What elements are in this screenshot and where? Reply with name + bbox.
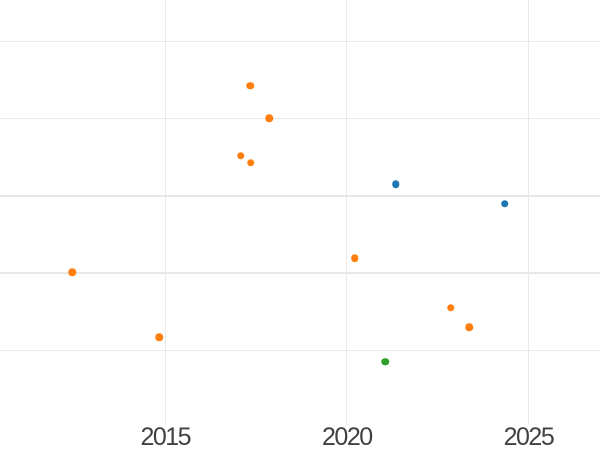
x-axis: 2015 2020 2025 <box>0 425 600 450</box>
data-point-orange <box>246 158 255 167</box>
data-point-orange <box>68 268 77 277</box>
x-tick-label: 2015 <box>140 423 191 450</box>
y-gridline <box>0 118 600 120</box>
plot-area <box>0 0 600 425</box>
y-gridline <box>0 195 600 197</box>
data-point-orange <box>446 304 455 312</box>
y-gridline <box>0 41 600 43</box>
x-tick-label: 2025 <box>503 423 555 450</box>
data-point-orange <box>155 333 163 341</box>
data-point-blue <box>392 180 400 189</box>
x-gridline <box>346 0 348 425</box>
x-tick-label: 2020 <box>322 423 373 450</box>
y-gridline <box>0 349 600 351</box>
data-point-green <box>381 358 390 366</box>
data-point-blue <box>501 199 509 208</box>
data-point-orange <box>465 323 473 331</box>
data-point-orange <box>246 81 254 90</box>
data-point-orange <box>237 152 245 160</box>
data-point-orange <box>351 254 359 263</box>
y-gridline <box>0 272 600 274</box>
x-gridline <box>164 0 166 425</box>
x-gridline <box>527 0 530 425</box>
data-point-orange <box>265 114 273 122</box>
